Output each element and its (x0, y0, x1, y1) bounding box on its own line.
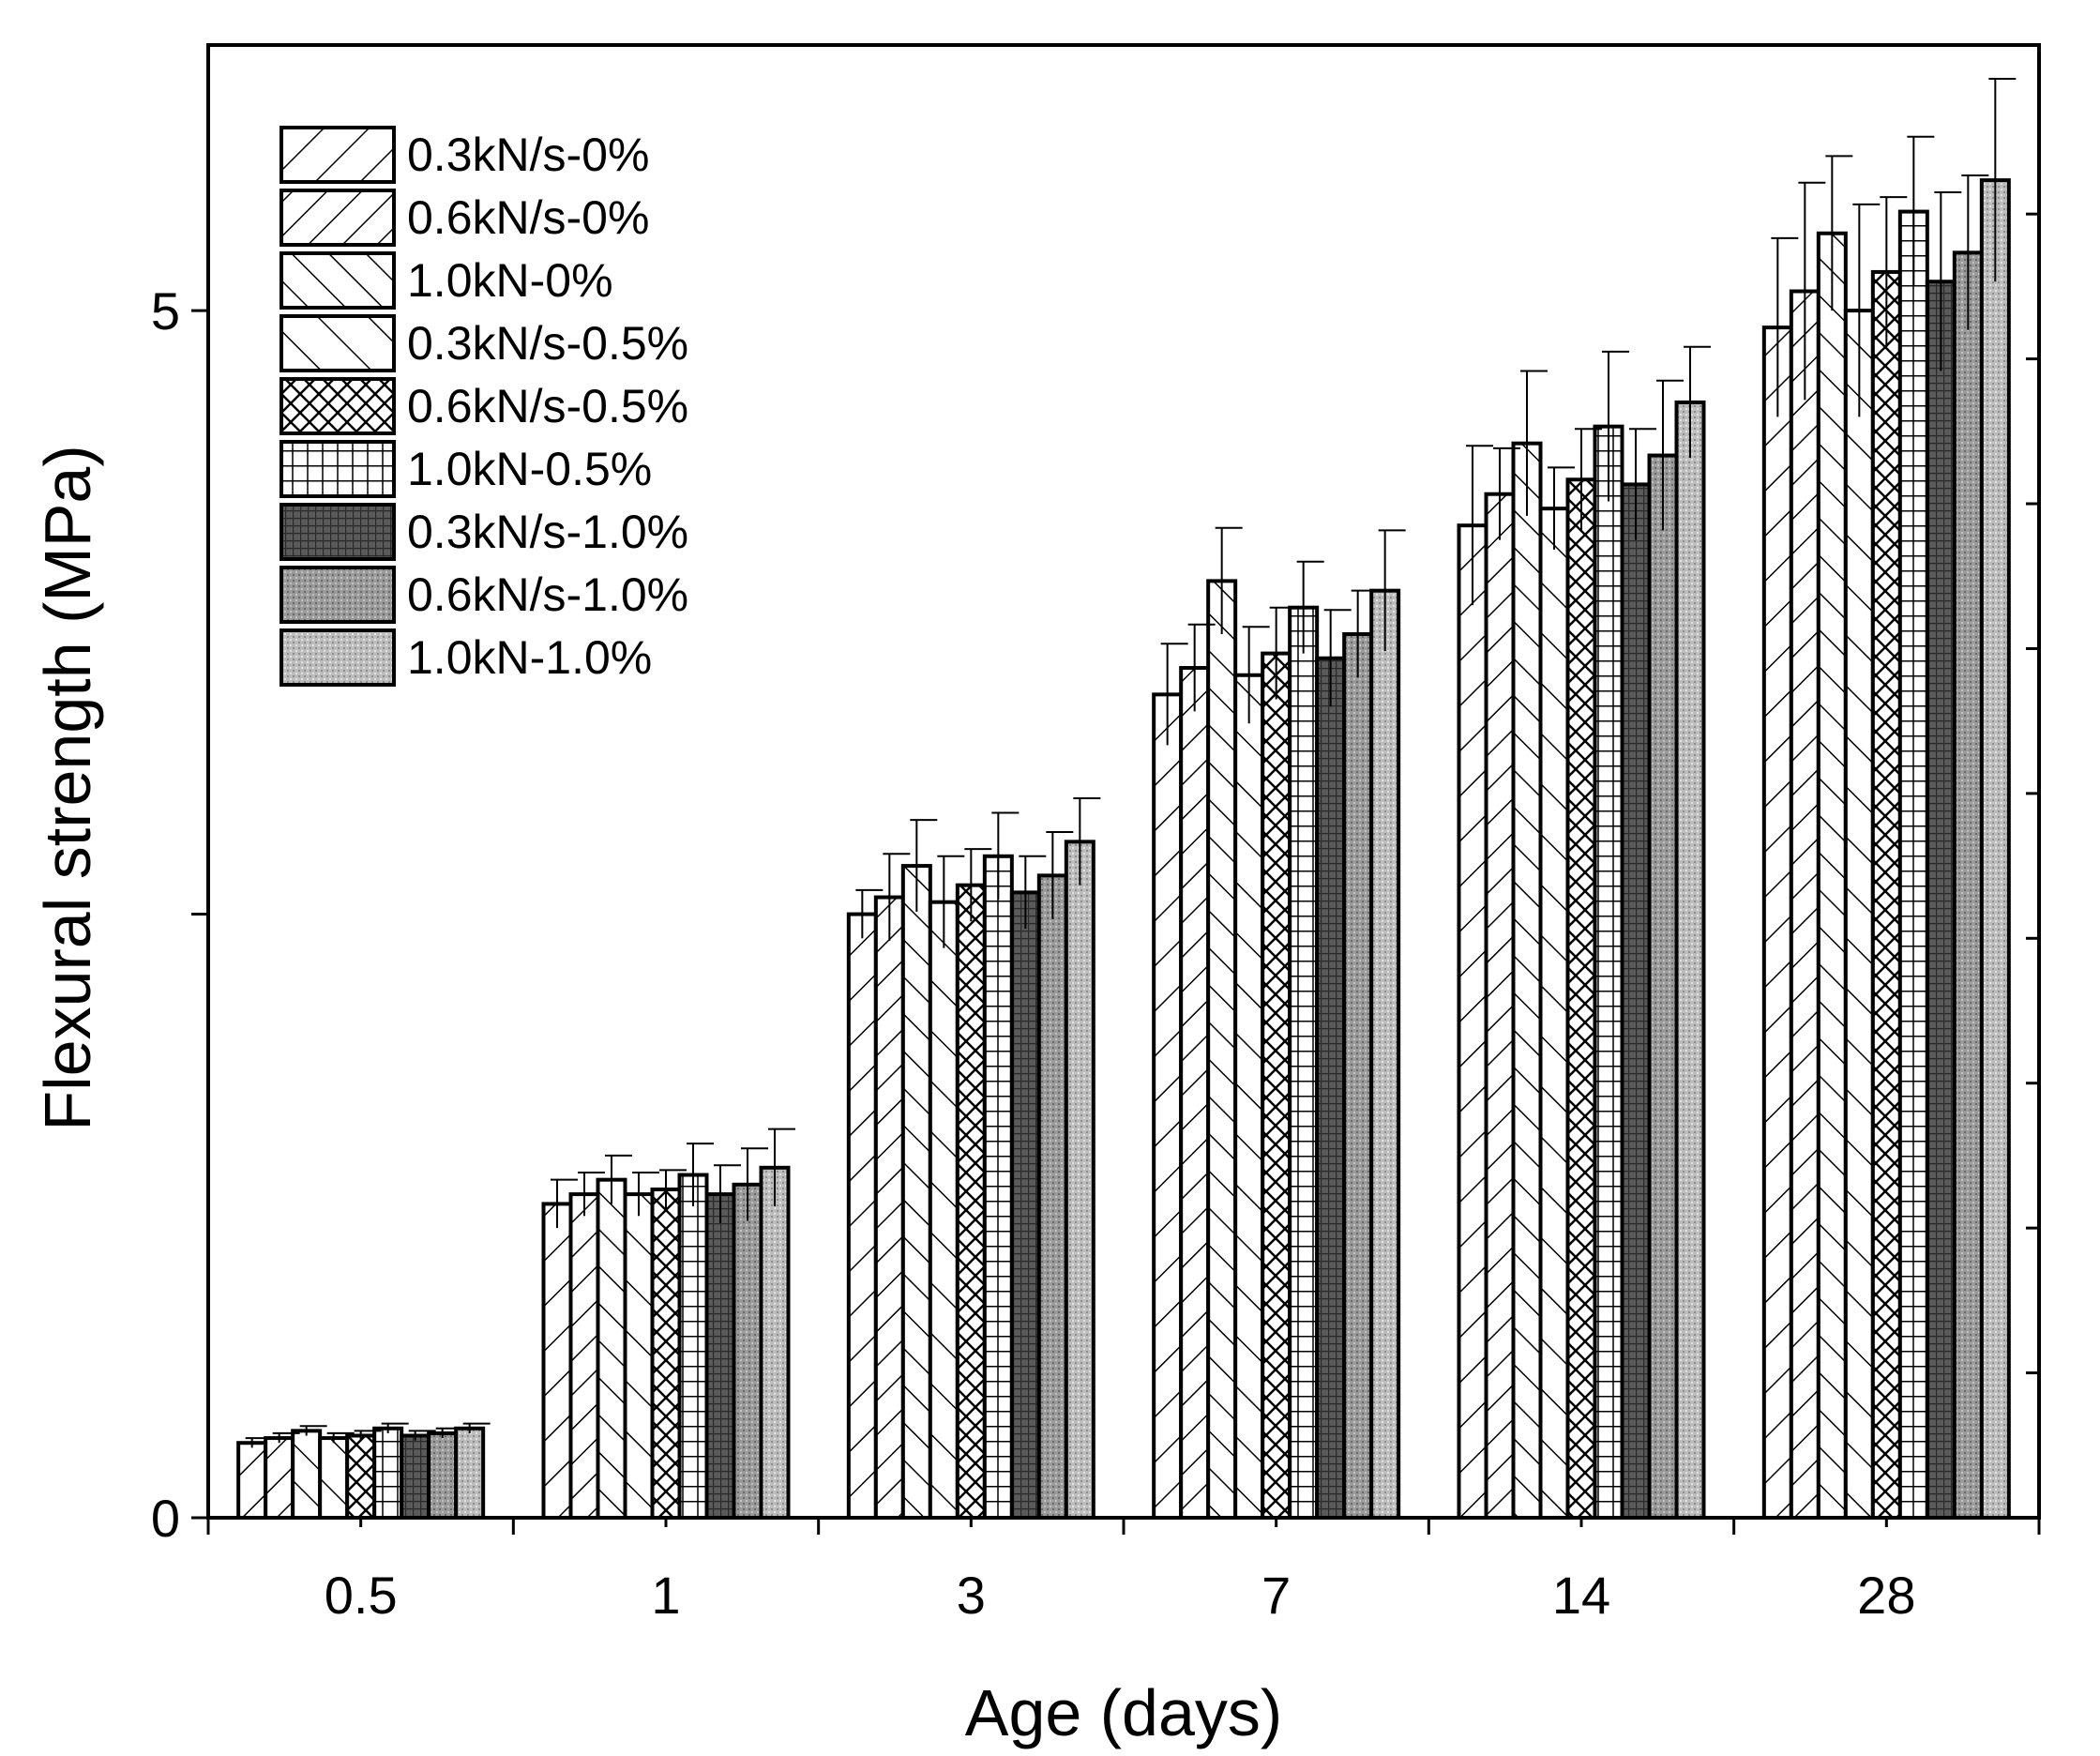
legend-swatch (279, 377, 396, 435)
x-tick-label: 14 (1552, 1566, 1610, 1625)
x-tick-label: 28 (1857, 1566, 1915, 1625)
bar (1233, 673, 1265, 1520)
bar (732, 1182, 763, 1521)
bar (291, 1429, 323, 1520)
bar (1484, 492, 1516, 1520)
bar (1870, 269, 1902, 1520)
bar (1036, 873, 1068, 1520)
bar (1261, 651, 1292, 1520)
bar (1816, 231, 1848, 1520)
bar (1647, 453, 1679, 1520)
bar (264, 1436, 295, 1520)
bar (759, 1165, 791, 1520)
bar (372, 1426, 404, 1521)
bar (1789, 289, 1821, 1521)
bar (1315, 656, 1347, 1520)
bars (236, 178, 2011, 1521)
bar (623, 1192, 655, 1520)
bar (900, 864, 932, 1520)
bar (1593, 424, 1624, 1520)
bar (1342, 632, 1374, 1520)
bar (427, 1431, 459, 1521)
bar (454, 1426, 486, 1521)
bar (873, 895, 905, 1520)
bar (1897, 209, 1929, 1520)
x-tick-label: 0.5 (325, 1566, 398, 1625)
bar (541, 1202, 573, 1520)
bar (1511, 441, 1543, 1520)
bar (1565, 477, 1597, 1520)
legend-label: 0.6kN/s-1.0% (407, 568, 688, 621)
y-axis-title: Flexural strength (MPa) (31, 445, 104, 1130)
x-tick-label: 7 (1262, 1566, 1291, 1625)
x-axis-title: Age (days) (965, 1676, 1282, 1749)
bar (1952, 250, 1984, 1521)
bar (704, 1192, 736, 1520)
bar (677, 1173, 709, 1520)
legend-label: 1.0kN-1.0% (407, 631, 652, 684)
legend-label: 0.3kN/s-0% (407, 129, 649, 181)
bar (236, 1441, 268, 1521)
legend-swatch (279, 628, 396, 687)
y-tick-label: 0 (151, 1489, 180, 1548)
bar (982, 854, 1014, 1520)
axis-ticks: 0.5 1 3 7 14 28 0 5 (151, 212, 2041, 1625)
legend-swatch (279, 440, 396, 498)
bar (955, 883, 987, 1520)
legend-label: 0.6kN/s-0% (407, 191, 649, 244)
legend-swatch (279, 566, 396, 624)
x-tick-label: 1 (651, 1566, 680, 1625)
legend: 0.3kN/s-0% 0.6kN/s-0% 1.0kN-0% 0.3kN/s-0.5%… (279, 126, 688, 687)
bar (568, 1192, 600, 1520)
bar (846, 912, 878, 1520)
bar (1620, 482, 1652, 1520)
bar (1206, 579, 1238, 1520)
bar (1009, 890, 1041, 1520)
legend-label: 0.3kN/s-0.5% (407, 317, 688, 370)
bar (345, 1433, 377, 1521)
bar (400, 1433, 431, 1521)
bar (596, 1177, 627, 1520)
legend-swatch (279, 189, 396, 247)
bar (1925, 280, 1956, 1521)
bar (1761, 325, 1793, 1521)
legend-label: 1.0kN-0% (407, 254, 613, 307)
legend-label: 1.0kN-0.5% (407, 443, 652, 495)
legend-swatch (279, 251, 396, 310)
bar (650, 1187, 682, 1520)
bar (1179, 666, 1211, 1520)
bar (1064, 840, 1095, 1520)
legend-swatch (279, 126, 396, 184)
bar (928, 900, 959, 1520)
bar (1979, 178, 2011, 1521)
bar (1538, 507, 1570, 1520)
bar (1369, 588, 1401, 1520)
legend-label: 0.3kN/s-1.0% (407, 506, 688, 558)
legend-label: 0.6kN/s-0.5% (407, 380, 688, 432)
x-tick-label: 3 (957, 1566, 986, 1625)
bar (1843, 309, 1875, 1520)
legend-swatch (279, 314, 396, 372)
bar (1152, 692, 1184, 1520)
error-bars (245, 78, 2017, 1448)
bar (1288, 605, 1320, 1520)
bar (318, 1436, 350, 1520)
legend-swatch (279, 503, 396, 561)
bar (1674, 400, 1706, 1520)
y-tick-label: 5 (151, 281, 180, 341)
bar (1457, 523, 1488, 1520)
